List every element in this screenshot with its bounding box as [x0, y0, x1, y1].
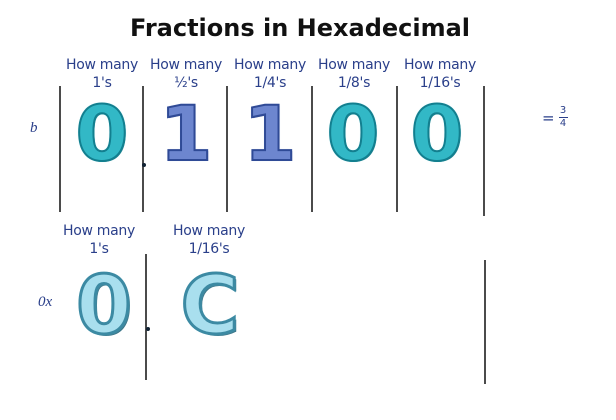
hex-digit-sixteenths: C — [179, 259, 241, 352]
binary-divider-left — [59, 86, 61, 212]
hex-divider-right — [484, 260, 486, 384]
hex-divider-point — [145, 254, 147, 380]
binary-divider-right — [483, 86, 485, 216]
hex-header-ones: How many 1's — [63, 223, 135, 257]
hex-point — [146, 327, 150, 331]
binary-point — [142, 163, 146, 167]
equals-sign: = — [542, 108, 555, 127]
binary-digit-sixteenths: 0 — [410, 89, 465, 178]
fraction-numerator: 3 — [559, 105, 567, 116]
fraction-three-quarters: 3 4 — [558, 105, 568, 130]
binary-header-eighths: How many 1/8's — [318, 57, 390, 91]
page-title: Fractions in Hexadecimal — [129, 14, 471, 42]
binary-divider-3 — [311, 86, 313, 212]
binary-digit-halves: 1 — [159, 89, 214, 178]
binary-digit-ones: 0 — [75, 89, 130, 178]
binary-digit-quarters: 1 — [243, 89, 298, 178]
binary-header-quarters: How many 1/4's — [234, 57, 306, 91]
binary-divider-point — [142, 86, 144, 212]
binary-result: = 3 4 — [542, 105, 568, 130]
hex-header-sixteenths: How many 1/16's — [173, 223, 245, 257]
hex-prefix: 0x — [38, 294, 53, 310]
fraction-denominator: 4 — [559, 118, 567, 129]
binary-divider-4 — [396, 86, 398, 212]
binary-divider-2 — [226, 86, 228, 212]
binary-header-sixteenths: How many 1/16's — [404, 57, 476, 91]
fraction-bar — [558, 117, 568, 118]
binary-prefix: b — [30, 120, 38, 136]
binary-digit-eighths: 0 — [326, 89, 381, 178]
binary-header-halves: How many ½'s — [150, 57, 222, 91]
hex-digit-ones: 0 — [75, 259, 134, 352]
binary-header-ones: How many 1's — [66, 57, 138, 91]
